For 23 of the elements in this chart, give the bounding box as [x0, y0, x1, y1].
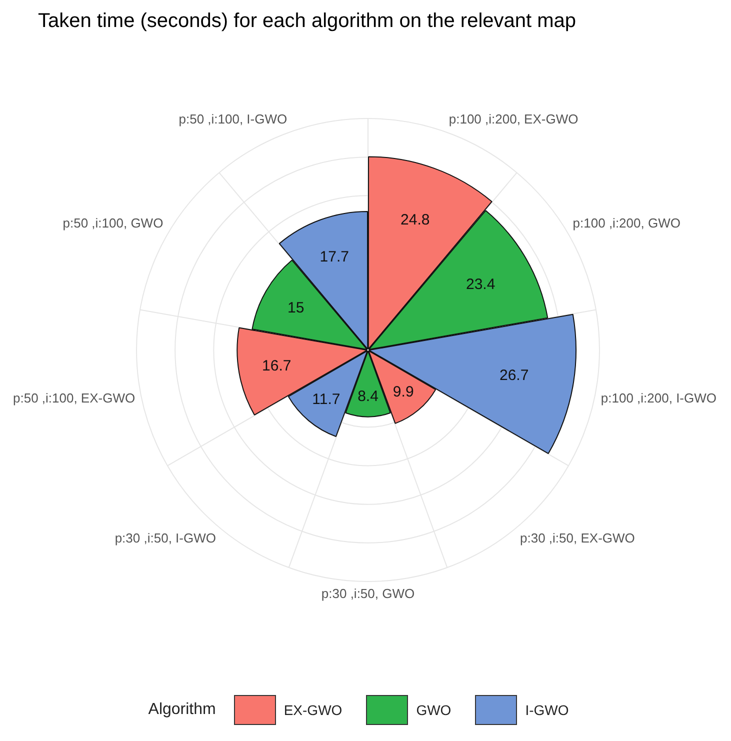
data-label: 24.8 [400, 212, 430, 229]
category-label: p:100 ,i:200, GWO [572, 216, 680, 231]
legend-label: GWO [416, 702, 452, 718]
text: Taken time (seconds) for each algorithm on the relevant map [38, 10, 576, 33]
data-label: 16.7 [262, 357, 292, 374]
data-label: 9.9 [392, 383, 414, 400]
category-label: p:100 ,i:200, I-GWO [600, 390, 717, 406]
category-label: p:30 ,i:50, I-GWO [114, 530, 216, 546]
legend-label: I-GWO [525, 702, 569, 718]
legend-title: Algorithm [148, 701, 216, 719]
data-label: 26.7 [499, 366, 529, 384]
data-label: 11.7 [312, 390, 340, 408]
category-label: p:50 ,i:100, GWO [62, 216, 164, 231]
data-label: 15 [287, 299, 304, 316]
data-label: 8.4 [358, 388, 378, 405]
legend-label: EX-GWO [284, 702, 342, 718]
data-label: 23.4 [466, 276, 496, 294]
category-label: p:50 ,i:100, I-GWO [178, 112, 288, 127]
category-label: p:50 ,i:100, EX-GWO [12, 390, 136, 406]
category-label: p:30 ,i:50, GWO [321, 586, 415, 601]
category-label: p:30 ,i:50, EX-GWO [520, 530, 635, 546]
category-label: p:100 ,i:200, EX-GWO [448, 112, 578, 127]
data-label: 17.7 [320, 248, 349, 266]
